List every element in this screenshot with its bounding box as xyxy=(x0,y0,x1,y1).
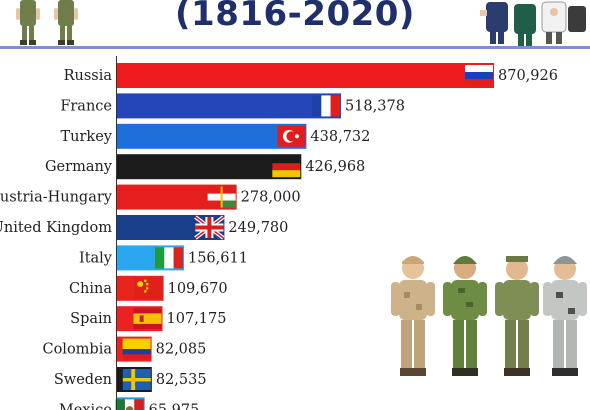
category-label: Mexico xyxy=(59,402,112,410)
soldiers-top-right-illustration xyxy=(480,1,586,46)
turkey-flag-icon xyxy=(277,125,306,147)
category-label: Colombia xyxy=(42,342,112,358)
italy-flag-icon xyxy=(154,247,183,269)
category-label: Spain xyxy=(70,311,112,327)
bar xyxy=(116,93,341,119)
bar xyxy=(116,154,302,180)
value-label: 82,085 xyxy=(156,342,207,358)
category-label: Germany xyxy=(45,159,113,175)
category-label: France xyxy=(60,98,112,114)
bar-row-china: China 109,670 xyxy=(69,275,228,301)
value-label: 278,000 xyxy=(241,190,301,206)
china-flag-icon xyxy=(134,277,163,299)
bar-row-austria-hungary: Austria-Hungary 278,000 xyxy=(0,184,301,210)
bar-row-italy: Italy 156,611 xyxy=(79,245,248,271)
germany-flag-icon xyxy=(272,156,301,178)
sweden-flag-icon xyxy=(122,369,151,390)
soldiers-top-left-illustration xyxy=(16,0,78,45)
category-label: Sweden xyxy=(54,372,112,388)
value-label: 438,732 xyxy=(310,129,370,145)
value-label: 426,968 xyxy=(305,159,365,175)
value-label: 82,535 xyxy=(156,372,207,388)
y-axis-line xyxy=(116,56,117,410)
category-label: Italy xyxy=(79,250,113,266)
bar-row-mexico: Mexico 65,975 xyxy=(59,397,199,410)
category-label: Austria-Hungary xyxy=(0,190,113,206)
bar-row-germany: Germany 426,968 xyxy=(45,154,365,180)
soldiers-illustration xyxy=(391,256,587,376)
category-label: United Kingdom xyxy=(0,220,112,236)
value-label: 109,670 xyxy=(168,281,228,297)
spain-flag-icon xyxy=(133,308,162,330)
bar-row-spain: Spain 107,175 xyxy=(70,306,227,332)
value-label: 156,611 xyxy=(188,250,248,266)
bar-row-colombia: Colombia 82,085 xyxy=(42,336,207,362)
mexico-flag-icon xyxy=(115,399,144,410)
chart-title: (1816-2020) xyxy=(175,0,415,34)
value-label: 107,175 xyxy=(167,311,227,327)
value-label: 518,378 xyxy=(345,98,405,114)
france-flag-icon xyxy=(311,95,340,117)
bar-row-russia: Russia 870,926 xyxy=(64,63,558,88)
austria-hungary-flag-icon xyxy=(207,186,236,208)
bar-row-united-kingdom: United Kingdom 249,780 xyxy=(0,215,288,240)
bar-row-sweden: Sweden 82,535 xyxy=(54,367,207,392)
category-label: Russia xyxy=(64,68,113,84)
value-label: 65,975 xyxy=(149,402,200,410)
category-label: China xyxy=(69,281,112,297)
bar-row-turkey: Turkey 438,732 xyxy=(60,123,370,149)
russia-flag-icon xyxy=(465,65,493,86)
title-divider xyxy=(0,46,590,49)
uk-flag-icon xyxy=(194,215,225,240)
value-label: 870,926 xyxy=(498,68,558,84)
value-label: 249,780 xyxy=(228,220,288,236)
bar xyxy=(116,63,494,88)
category-label: Turkey xyxy=(60,129,112,145)
bar xyxy=(116,123,307,149)
bar-row-france: France 518,378 xyxy=(60,93,405,119)
colombia-flag-icon xyxy=(122,338,151,360)
